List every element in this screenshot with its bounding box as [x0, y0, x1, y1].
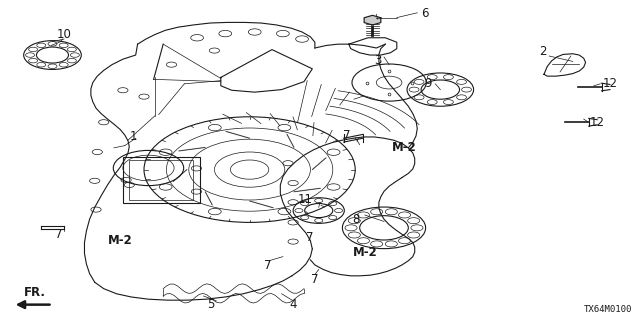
- Polygon shape: [250, 201, 273, 208]
- Text: TX64M0100: TX64M0100: [584, 305, 632, 314]
- Text: 9: 9: [424, 77, 431, 90]
- Text: 10: 10: [56, 28, 72, 41]
- Polygon shape: [226, 132, 250, 138]
- Text: 12: 12: [603, 77, 618, 90]
- Text: 7: 7: [306, 231, 314, 244]
- Text: 11: 11: [298, 193, 312, 205]
- Polygon shape: [287, 134, 294, 148]
- Polygon shape: [205, 192, 212, 205]
- Polygon shape: [364, 15, 381, 25]
- Polygon shape: [179, 148, 205, 151]
- Text: 6: 6: [421, 7, 429, 20]
- Text: 2: 2: [539, 45, 547, 58]
- Text: 7: 7: [343, 129, 351, 141]
- Polygon shape: [294, 188, 321, 192]
- Text: 12: 12: [590, 116, 605, 129]
- Text: 7: 7: [55, 228, 63, 241]
- Text: 1: 1: [129, 131, 137, 143]
- Text: 3: 3: [374, 54, 381, 67]
- Text: 5: 5: [207, 298, 215, 311]
- Text: M-2: M-2: [108, 234, 132, 246]
- Text: 7: 7: [264, 259, 271, 272]
- Text: M-2: M-2: [392, 141, 417, 154]
- Text: 7: 7: [311, 273, 319, 285]
- Text: FR.: FR.: [24, 286, 46, 299]
- Polygon shape: [312, 158, 326, 170]
- Text: 8: 8: [352, 213, 360, 226]
- Text: M-2: M-2: [353, 246, 378, 259]
- Polygon shape: [173, 170, 187, 181]
- Text: 4: 4: [289, 298, 297, 311]
